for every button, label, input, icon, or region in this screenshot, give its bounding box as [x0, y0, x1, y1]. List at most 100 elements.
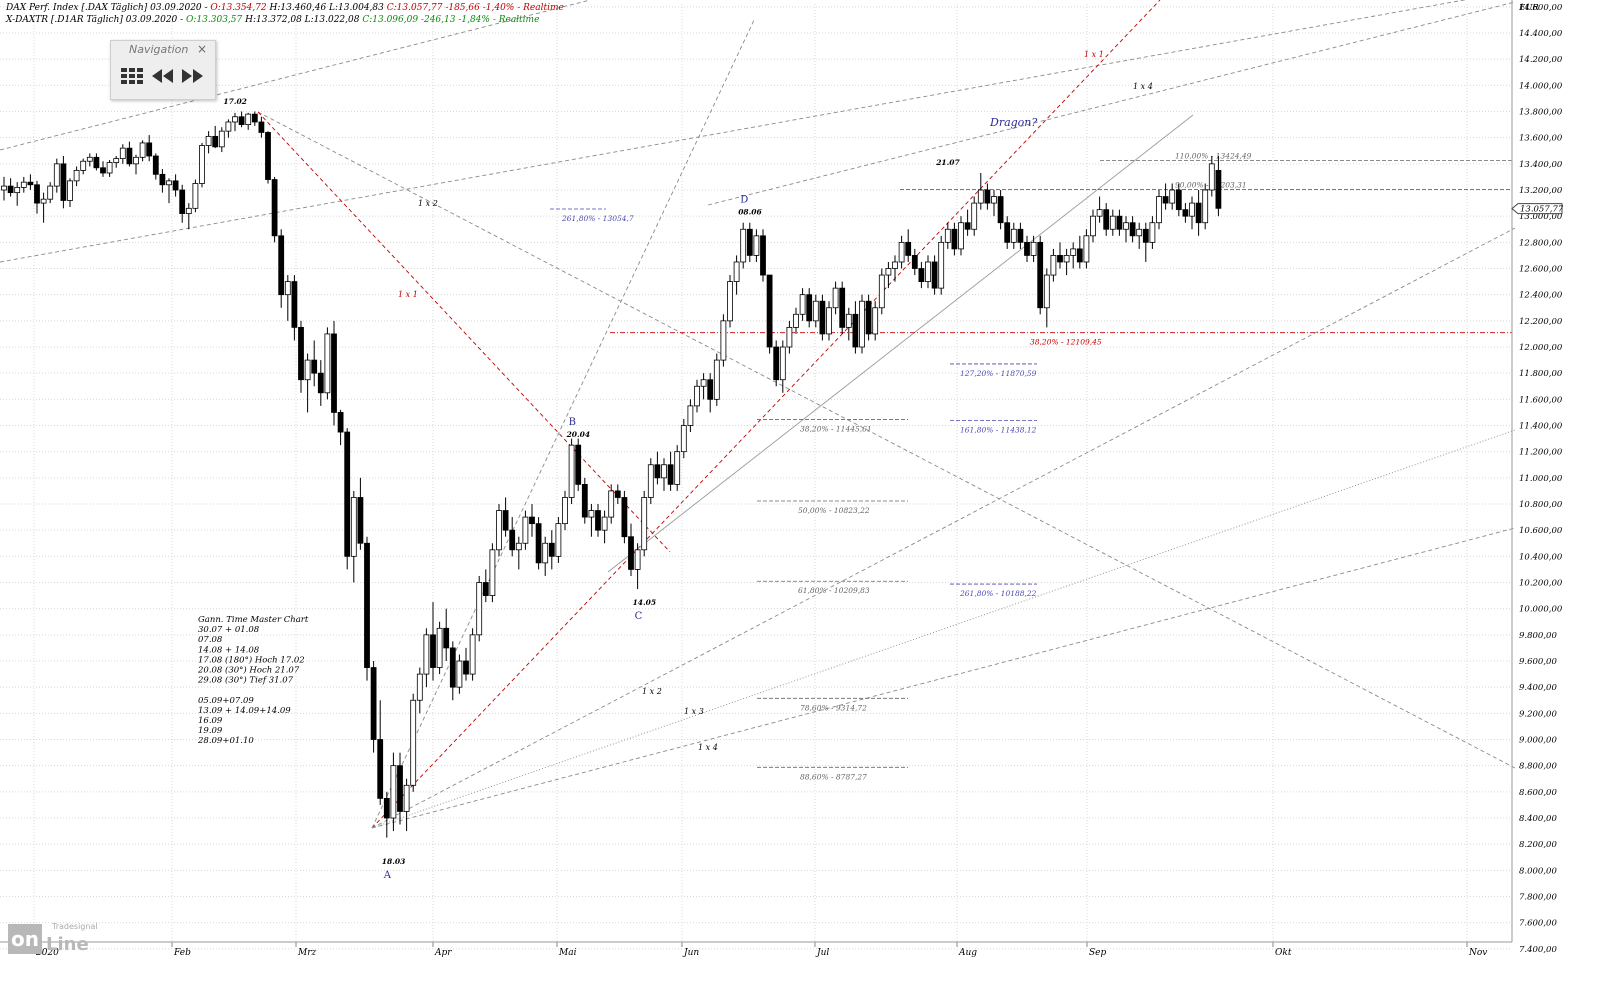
candle[interactable] [1050, 248, 1057, 282]
candle[interactable] [20, 176, 27, 193]
fast-forward-icon[interactable] [181, 67, 205, 89]
candle[interactable] [284, 275, 291, 321]
candle[interactable] [680, 418, 687, 459]
candle[interactable] [397, 752, 403, 825]
candle[interactable] [482, 569, 489, 603]
candle[interactable] [152, 153, 159, 180]
candle[interactable] [740, 222, 747, 269]
candle[interactable] [1037, 235, 1044, 315]
candle[interactable] [522, 510, 529, 550]
candle[interactable] [139, 140, 146, 162]
candle[interactable] [7, 178, 14, 197]
candle[interactable] [509, 517, 516, 557]
candle[interactable] [100, 161, 106, 177]
candle[interactable] [535, 517, 542, 570]
candle[interactable] [1083, 229, 1090, 269]
candle[interactable] [925, 255, 931, 289]
candle[interactable] [1030, 235, 1037, 262]
candle[interactable] [1149, 216, 1156, 249]
candle[interactable] [588, 504, 595, 537]
candle[interactable] [159, 169, 166, 193]
candle[interactable] [515, 536, 522, 570]
candle[interactable] [390, 752, 397, 832]
candle[interactable] [1, 176, 7, 201]
candle[interactable] [839, 281, 846, 334]
candle[interactable] [205, 131, 212, 154]
candle[interactable] [1195, 190, 1202, 236]
candle[interactable] [1156, 190, 1162, 230]
candle[interactable] [317, 360, 324, 406]
candle[interactable] [548, 530, 555, 570]
candle[interactable] [350, 490, 357, 583]
candle[interactable] [324, 327, 331, 400]
candle[interactable] [654, 451, 661, 485]
candle[interactable] [126, 141, 133, 167]
candle[interactable] [245, 112, 252, 130]
candle[interactable] [271, 176, 278, 243]
candle[interactable] [892, 255, 898, 282]
candle[interactable] [898, 235, 905, 269]
candle[interactable] [773, 340, 780, 387]
candle[interactable] [595, 504, 601, 537]
candle[interactable] [185, 203, 192, 230]
candle[interactable] [1123, 216, 1129, 243]
candle[interactable] [430, 602, 436, 681]
candle[interactable] [581, 477, 588, 524]
candle[interactable] [1076, 235, 1083, 269]
candle[interactable] [344, 428, 351, 570]
candle[interactable] [812, 294, 819, 328]
candle[interactable] [1090, 209, 1096, 243]
candle[interactable] [1063, 248, 1070, 276]
candle[interactable] [146, 135, 153, 162]
candle[interactable] [601, 510, 608, 544]
candle[interactable] [436, 621, 443, 675]
candle[interactable] [106, 159, 113, 177]
candle[interactable] [80, 158, 87, 175]
candle[interactable] [707, 373, 714, 413]
candle[interactable] [1096, 196, 1103, 223]
candle[interactable] [713, 353, 720, 406]
candle[interactable] [991, 190, 997, 217]
candle[interactable] [166, 178, 172, 204]
candle[interactable] [608, 484, 615, 524]
candle[interactable] [179, 184, 186, 223]
candle[interactable] [958, 216, 964, 256]
candle[interactable] [647, 458, 654, 505]
candle[interactable] [331, 320, 337, 426]
candle[interactable] [779, 340, 786, 393]
candle[interactable] [931, 255, 938, 295]
candle[interactable] [661, 458, 667, 491]
candle[interactable] [1175, 183, 1182, 217]
candle[interactable] [238, 111, 245, 128]
candle[interactable] [113, 156, 120, 168]
candle[interactable] [799, 288, 806, 321]
candle[interactable] [172, 174, 179, 197]
candle[interactable] [449, 641, 456, 701]
candle[interactable] [628, 523, 634, 576]
candle[interactable] [766, 274, 773, 354]
candle[interactable] [687, 399, 694, 433]
candle[interactable] [832, 281, 839, 315]
candle[interactable] [298, 320, 304, 393]
candle[interactable] [971, 196, 978, 236]
candle[interactable] [720, 314, 727, 367]
candle[interactable] [34, 180, 40, 214]
candle[interactable] [746, 222, 753, 262]
candle[interactable] [60, 156, 67, 209]
candle[interactable] [944, 222, 951, 249]
candle[interactable] [667, 451, 674, 491]
candlestick-series[interactable] [1, 111, 1222, 838]
candle[interactable] [727, 275, 733, 328]
candle[interactable] [265, 131, 271, 184]
candle[interactable] [872, 301, 879, 341]
candle[interactable] [859, 294, 865, 354]
candle[interactable] [337, 409, 344, 446]
candle[interactable] [119, 144, 126, 164]
candle[interactable] [232, 112, 238, 132]
candle[interactable] [1103, 203, 1110, 236]
candle[interactable] [258, 116, 265, 138]
candle[interactable] [383, 791, 390, 838]
candle[interactable] [826, 301, 832, 341]
candle[interactable] [357, 477, 364, 550]
